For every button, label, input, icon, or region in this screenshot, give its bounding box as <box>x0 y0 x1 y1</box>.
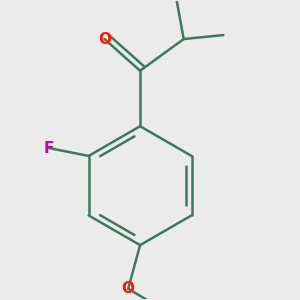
Text: F: F <box>44 140 54 155</box>
Text: O: O <box>98 32 111 46</box>
Text: O: O <box>122 281 135 296</box>
